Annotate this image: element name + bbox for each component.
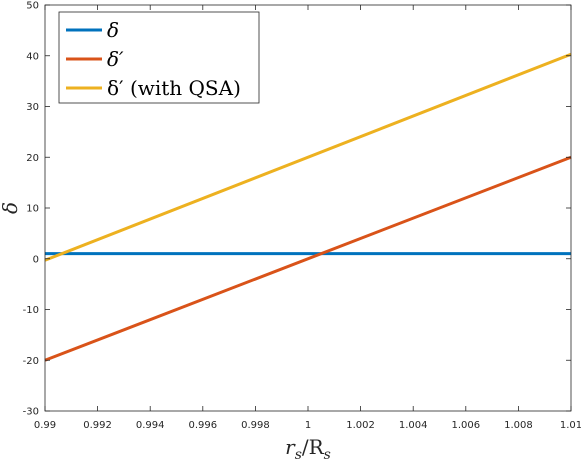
y-tick-label: -10 — [23, 305, 39, 316]
legend-label-delta: δ — [107, 18, 119, 42]
y-tick-label: 20 — [26, 153, 39, 164]
x-tick-label: 1.002 — [346, 420, 375, 431]
x-axis-label: rs/Rs — [285, 435, 331, 461]
y-tick-label: 10 — [26, 204, 39, 215]
y-tick-label: -30 — [23, 407, 39, 418]
x-tick-label: 0.994 — [136, 420, 165, 431]
x-tick-label: 0.992 — [83, 420, 112, 431]
y-tick-label: 50 — [26, 1, 39, 12]
y-tick-label: -20 — [23, 356, 39, 367]
y-tick-label: 0 — [33, 254, 39, 265]
x-tick-label: 1.006 — [451, 420, 480, 431]
series-line-delta-prime-qsa — [44, 52, 572, 262]
legend-label-delta-prime: δ′ — [107, 47, 124, 71]
y-tick-label: 30 — [26, 102, 39, 113]
x-tick-label: 1.01 — [560, 420, 581, 431]
x-tick-label: 1.004 — [399, 420, 428, 431]
legend: δ δ′ δ′ (with QSA) — [58, 11, 260, 104]
tick-layer: 0.99 0.992 0.994 0.996 0.998 1 1.002 1.004 1.006… — [23, 1, 581, 432]
series-layer — [44, 52, 572, 362]
y-tick-label: 40 — [26, 51, 39, 62]
x-tick-label: 1.008 — [504, 420, 533, 431]
x-tick-label: 1 — [305, 420, 311, 431]
x-tick-label: 0.998 — [241, 420, 270, 431]
x-tick-label: 0.996 — [188, 420, 217, 431]
series-line-delta-prime — [44, 155, 572, 362]
y-axis-label: δ — [0, 202, 22, 214]
legend-label-delta-prime-qsa: δ′ (with QSA) — [107, 76, 241, 100]
x-tick-label: 0.99 — [34, 420, 56, 431]
